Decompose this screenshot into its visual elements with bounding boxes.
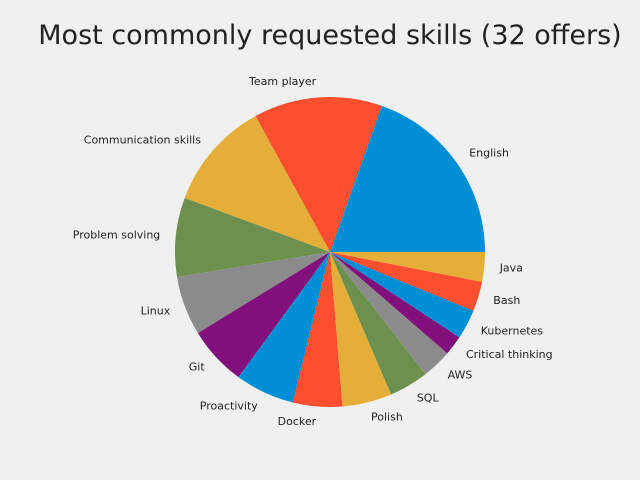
- slice-label-docker: Docker: [278, 415, 317, 428]
- pie-slice-aws: [330, 252, 448, 375]
- pie-slice-bash: [330, 252, 483, 311]
- slice-label-polish: Polish: [371, 410, 403, 423]
- slice-label-proactivity: Proactivity: [200, 399, 258, 412]
- slice-label-kubernetes: Kubernetes: [481, 325, 544, 338]
- slice-label-sql: SQL: [417, 392, 440, 405]
- chart-title: Most commonly requested skills (32 offer…: [38, 20, 622, 51]
- slice-label-team-player: Team player: [248, 75, 317, 88]
- slice-label-communication-skills: Communication skills: [84, 134, 201, 147]
- pie-slice-java: [330, 252, 485, 282]
- slice-label-aws: AWS: [448, 368, 473, 381]
- pie-slice-polish: [330, 252, 392, 407]
- pie-slice-communication-skills: [184, 116, 330, 253]
- pie-slices: [175, 97, 485, 407]
- slice-label-java: Java: [499, 262, 523, 275]
- pie-slice-problem-solving: [175, 197, 330, 277]
- pie-slice-docker: [292, 252, 343, 407]
- pie-slice-proactivity: [238, 252, 330, 403]
- pie-slice-kubernetes: [330, 252, 474, 338]
- slice-label-critical-thinking: Critical thinking: [466, 348, 553, 361]
- pie-slice-team-player: [255, 97, 382, 252]
- slice-label-english: English: [469, 147, 509, 160]
- pie-slice-git: [197, 252, 330, 378]
- slice-label-git: Git: [189, 361, 206, 374]
- pie-labels: English Team player Communication skills Pr…: [73, 75, 553, 428]
- pie-slice-sql: [330, 252, 426, 395]
- pie-slice-english: [330, 105, 485, 252]
- pie-slice-critical-thinking: [330, 252, 460, 354]
- slice-label-linux: Linux: [141, 304, 171, 317]
- slice-label-bash: Bash: [493, 294, 520, 307]
- slice-label-problem-solving: Problem solving: [73, 228, 161, 241]
- pie-slice-linux: [177, 252, 330, 334]
